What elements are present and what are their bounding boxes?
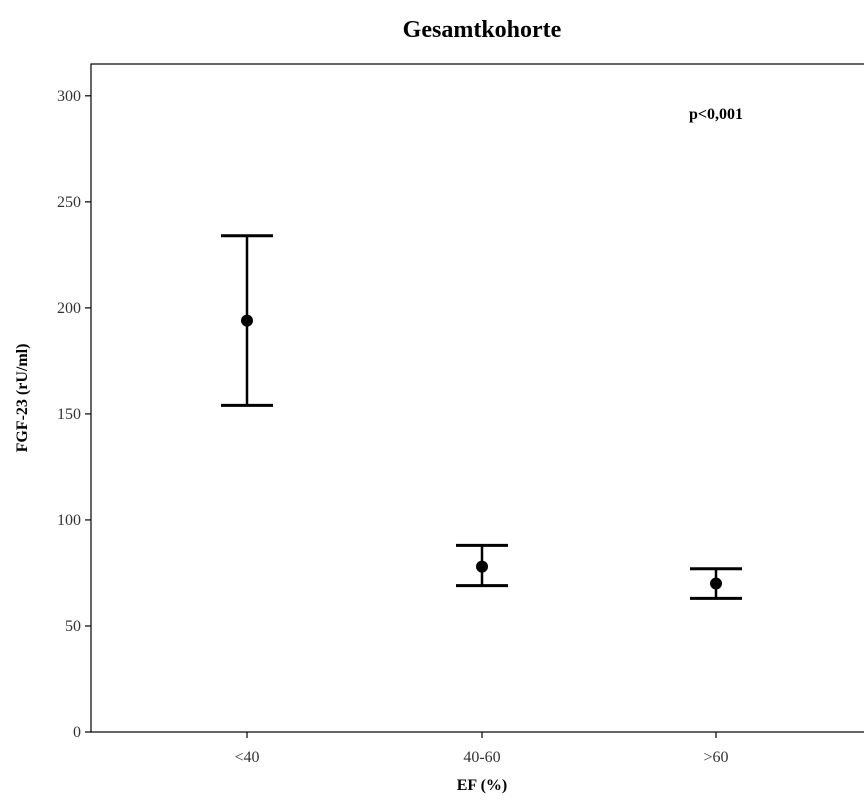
x-axis-label: EF (%) — [457, 777, 508, 794]
y-tick-label: 0 — [73, 724, 81, 741]
y-axis: 0 50 100 150 200 250 300 — [57, 88, 91, 741]
p-value-annotation: p<0,001 — [689, 106, 743, 123]
y-tick-label: 100 — [57, 512, 81, 529]
y-tick-label: 300 — [57, 88, 81, 105]
y-axis-label: FGF-23 (rU/ml) — [14, 344, 31, 453]
y-tick-label: 250 — [57, 194, 81, 211]
mean-point — [241, 314, 253, 327]
x-axis: <40 40-60 >60 — [234, 732, 729, 766]
chart-title: Gesamtkohorte — [403, 17, 562, 43]
x-tick-label: 40-60 — [463, 749, 500, 766]
y-tick-label: 150 — [57, 406, 81, 423]
x-tick-label: <40 — [234, 749, 259, 766]
data-marks — [221, 234, 742, 600]
y-tick-label: 200 — [57, 300, 81, 317]
mean-point — [476, 560, 488, 573]
x-tick-label: >60 — [703, 749, 728, 766]
plot-frame — [90, 63, 864, 733]
y-tick-label: 50 — [65, 618, 81, 635]
mean-point — [710, 577, 722, 590]
